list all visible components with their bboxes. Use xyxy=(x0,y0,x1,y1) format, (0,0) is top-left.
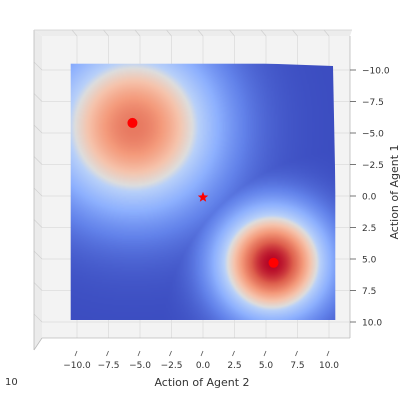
optimum-marker xyxy=(268,257,279,268)
top-grid-line xyxy=(166,29,172,37)
y-axis-label: Action of Agent 1 xyxy=(388,144,401,239)
x-tick-mark xyxy=(137,350,141,357)
y-tick-label: 10.0 xyxy=(362,319,382,329)
optimum-marker xyxy=(127,117,138,128)
x-axis-label: Action of Agent 2 xyxy=(154,376,249,389)
side-grid-line xyxy=(33,61,43,71)
y-tick-label: −7.5 xyxy=(362,98,384,108)
y-tick-label: 0.0 xyxy=(362,193,377,203)
left-side-panel xyxy=(34,30,42,350)
x-tick-mark xyxy=(200,350,204,357)
star-marker xyxy=(197,191,209,202)
y-tick-label: 7.5 xyxy=(362,287,376,297)
side-grid-line xyxy=(33,187,43,197)
x-axis: −10.0 −7.5 −5.0 −2.5 0.0 2.5 5.0 7.5 10.0 xyxy=(63,350,339,371)
x-tick-mark xyxy=(106,350,109,357)
top-grid-line xyxy=(134,29,141,37)
x-tick-label: 2.5 xyxy=(227,361,241,371)
y-tick-label: −10.0 xyxy=(362,67,390,77)
top-side-panel xyxy=(34,30,352,36)
top-grid-line xyxy=(229,29,235,37)
x-tick-mark xyxy=(326,350,330,357)
x-tick-label: 0.0 xyxy=(196,361,211,371)
y-tick-label: −5.0 xyxy=(362,130,384,140)
top-grid-line xyxy=(323,29,330,37)
side-grid-line xyxy=(33,93,43,102)
x-tick-mark xyxy=(169,350,172,357)
x-tick-label: −7.5 xyxy=(98,361,120,371)
top-grid-line xyxy=(292,29,298,37)
x-tick-mark xyxy=(295,350,298,357)
box-edge xyxy=(33,337,43,351)
top-grid-line xyxy=(71,29,78,37)
side-grid-line xyxy=(33,219,43,228)
y-axis: −10.0 −7.5 −5.0 −2.5 0.0 2.5 5.0 7.5 10.0 xyxy=(350,67,390,329)
x-tick-mark xyxy=(232,350,235,357)
y-tick-label: 2.5 xyxy=(362,224,376,234)
x-tick-label: 10.0 xyxy=(319,361,339,371)
x-tick-mark xyxy=(74,350,78,357)
side-grid-line xyxy=(33,313,43,323)
x-tick-label: −10.0 xyxy=(63,361,91,371)
x-tick-mark xyxy=(263,350,267,357)
z-tick-label: 10 xyxy=(5,377,18,388)
top-grid-line xyxy=(103,29,109,37)
side-grid-line xyxy=(33,124,43,134)
side-grid-line xyxy=(33,156,43,165)
side-grid-line xyxy=(33,250,43,260)
y-tick-label: 5.0 xyxy=(362,256,377,266)
x-tick-label: −2.5 xyxy=(161,361,183,371)
side-grid-line xyxy=(33,282,43,291)
top-grid-line xyxy=(260,29,267,37)
markers xyxy=(127,117,279,268)
box-frame xyxy=(33,29,352,351)
y-tick-label: −2.5 xyxy=(362,161,384,171)
x-tick-label: 5.0 xyxy=(259,361,274,371)
x-tick-label: 7.5 xyxy=(290,361,304,371)
top-grid-line xyxy=(197,29,204,37)
x-tick-label: −5.0 xyxy=(129,361,151,371)
